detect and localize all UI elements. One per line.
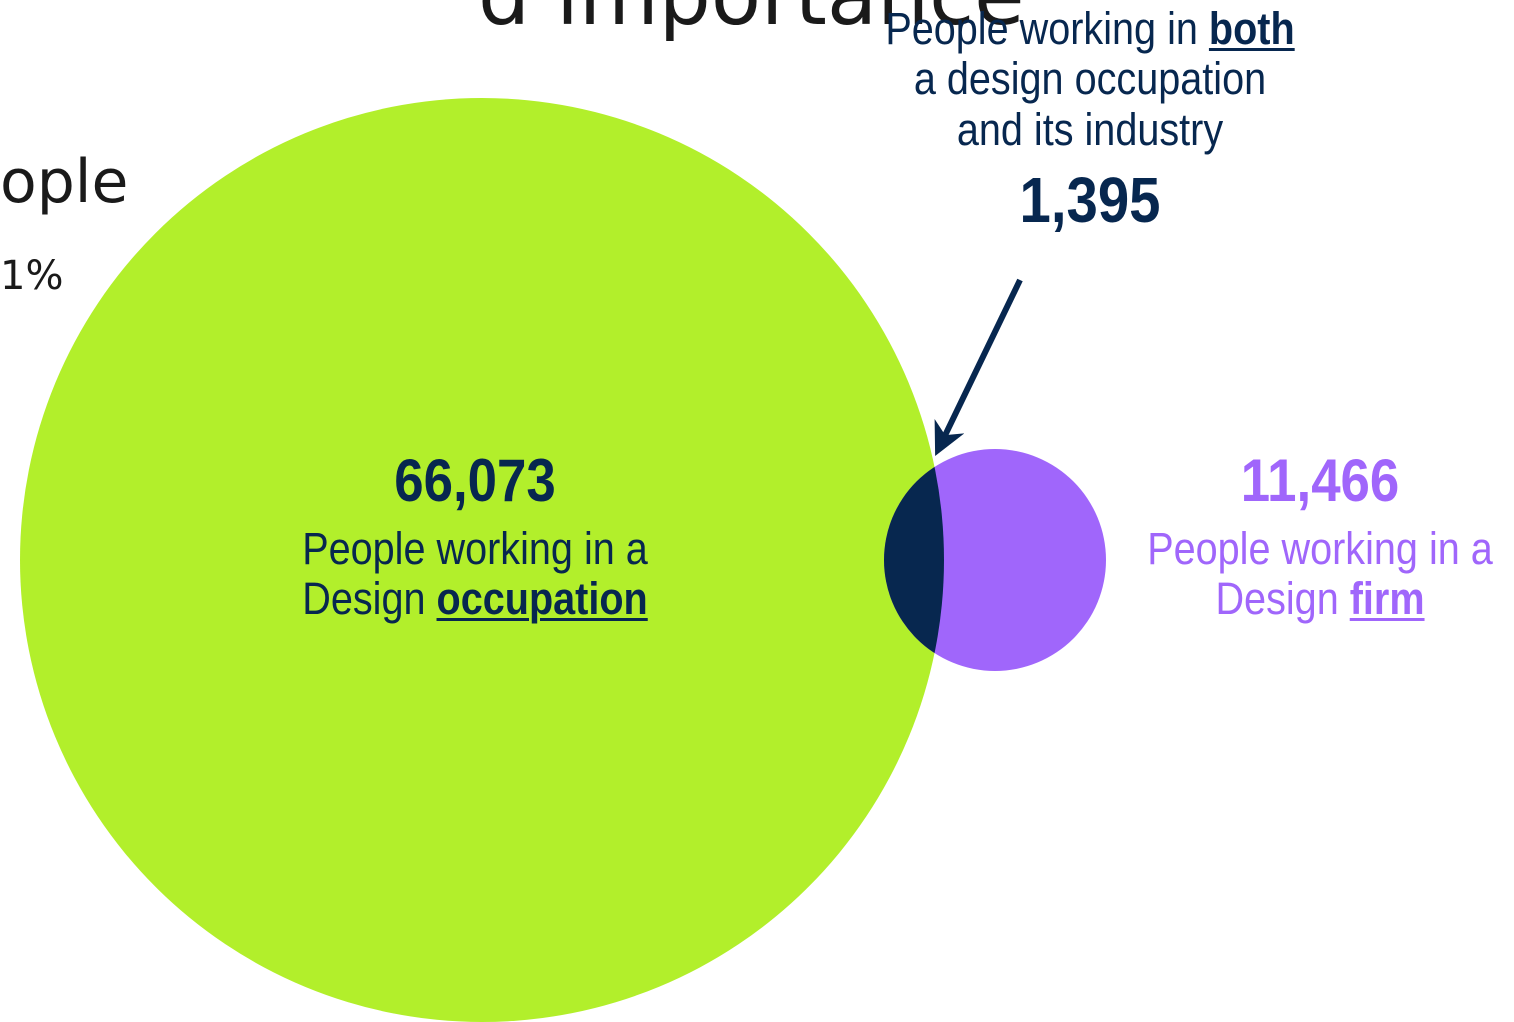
occupation-keyword: occupation — [436, 573, 648, 625]
both-description: People working in both a design occupati… — [885, 3, 1295, 155]
occupation-label: 66,073 People working in a Design occupa… — [246, 448, 704, 625]
occupation-value: 66,073 — [394, 447, 556, 514]
slide-title-fragment: d importance — [478, 0, 1025, 38]
both-label: People working in both a design occupati… — [852, 3, 1327, 237]
slide-text-fragment-1: ople — [0, 147, 129, 217]
both-value: 1,395 — [1019, 164, 1161, 237]
firm-keyword: firm — [1349, 573, 1425, 625]
occupation-circle — [20, 98, 944, 1022]
both-keyword: both — [1208, 3, 1295, 54]
overlap-arrow — [934, 278, 1023, 456]
firm-value: 11,466 — [1240, 447, 1400, 514]
slide-text-fragment-2: 1% — [0, 253, 64, 299]
firm-label: 11,466 People working in a Design firm — [1135, 448, 1505, 625]
occupation-description: People working in a Design occupation — [302, 523, 648, 625]
firm-description: People working in a Design firm — [1147, 523, 1493, 625]
